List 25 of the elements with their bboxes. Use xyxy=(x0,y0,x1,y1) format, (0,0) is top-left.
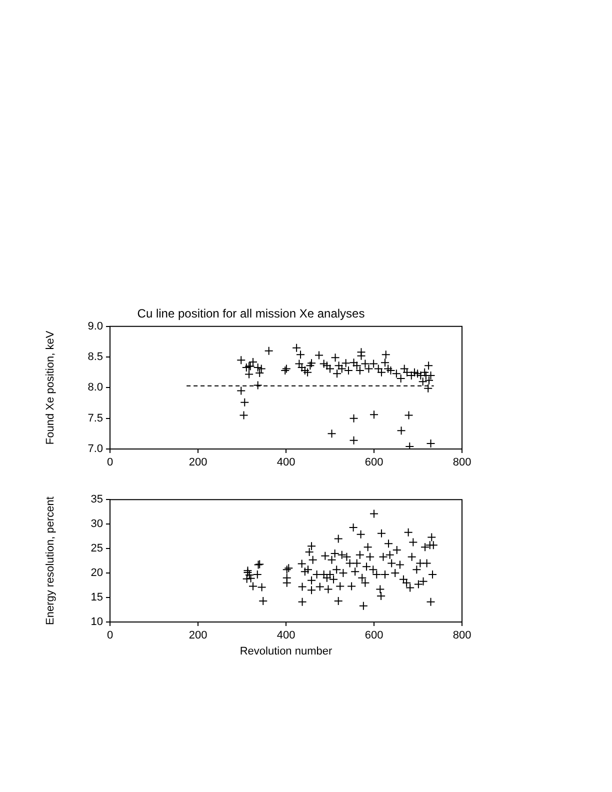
y-axis-title: Energy resolution, percent xyxy=(44,496,57,626)
y-tick-label: 15 xyxy=(90,592,103,604)
y-tick-label: 35 xyxy=(90,494,103,506)
x-tick-label: 800 xyxy=(452,630,472,642)
x-tick-label: 600 xyxy=(364,456,384,469)
x-tick-label: 0 xyxy=(106,630,114,642)
x-tick-label: 0 xyxy=(106,456,114,469)
y-tick-label: 8.0 xyxy=(88,382,103,394)
y-tick-label: 30 xyxy=(90,518,103,530)
x-tick-label: 200 xyxy=(188,456,208,469)
y-tick-label: 8.5 xyxy=(88,351,103,364)
x-axis-title: Revolution number xyxy=(240,645,332,658)
y-tick-label: 25 xyxy=(90,542,103,555)
y-tick-label: 9.0 xyxy=(88,320,103,332)
x-tick-label: 200 xyxy=(188,630,208,642)
y-axis-title: Found Xe position, keV xyxy=(44,330,57,445)
x-tick-label: 600 xyxy=(364,630,384,642)
chart-title: Cu line position for all mission Xe analyses xyxy=(137,306,365,321)
y-tick-label: 7.5 xyxy=(88,412,103,424)
y-tick-label: 20 xyxy=(90,567,103,580)
x-tick-label: 400 xyxy=(276,630,296,642)
y-tick-label: 10 xyxy=(90,616,103,628)
x-tick-label: 800 xyxy=(452,456,472,469)
y-tick-label: 7.0 xyxy=(88,443,103,456)
x-tick-label: 400 xyxy=(276,456,296,469)
